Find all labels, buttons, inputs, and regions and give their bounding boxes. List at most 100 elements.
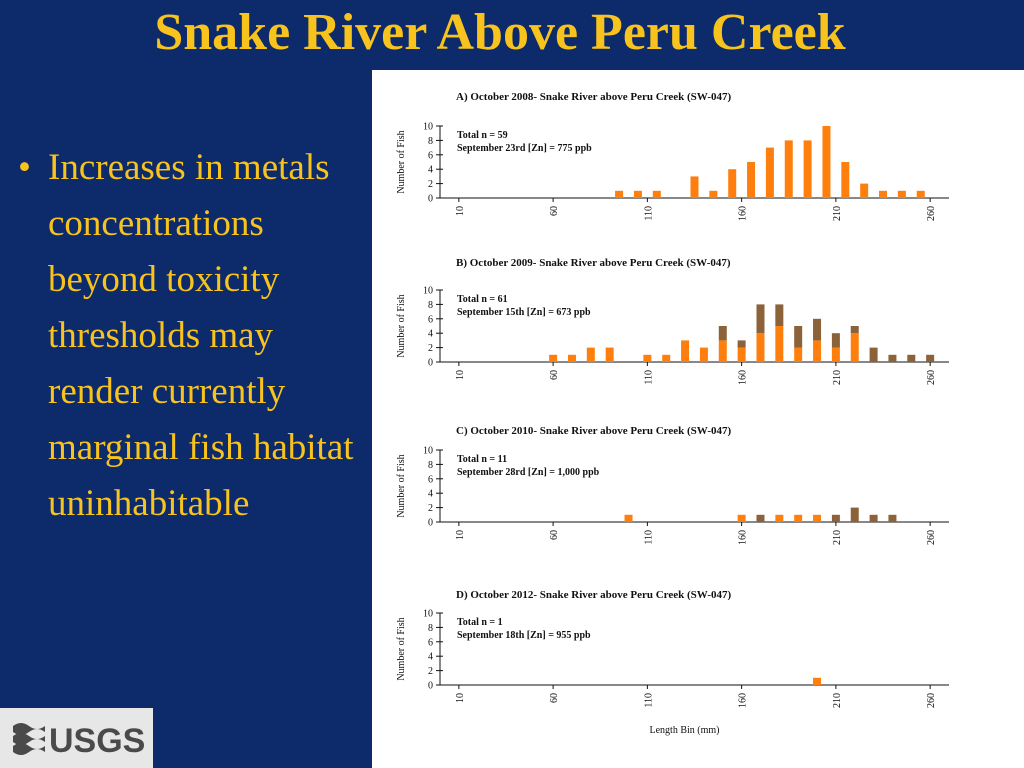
bar-brown: [850, 326, 859, 334]
bar-orange: [747, 162, 756, 198]
chart-annotation: Total n = 11: [457, 454, 507, 465]
slide-title: Snake River Above Peru Creek: [154, 4, 846, 61]
bar-brown: [813, 318, 822, 341]
bar-orange: [813, 340, 822, 362]
bar-orange: [681, 340, 690, 362]
chart-panel-d: D) October 2012- Snake River above Peru …: [396, 589, 949, 736]
bar-brown: [888, 514, 897, 522]
x-tick-label: 160: [738, 530, 749, 545]
x-tick-label: 60: [549, 530, 560, 540]
histogram-figure: A) October 2008- Snake River above Peru …: [396, 91, 949, 736]
bar-orange: [605, 347, 614, 362]
bar-orange: [794, 514, 803, 522]
bar-orange: [737, 347, 746, 362]
y-tick-label: 2: [428, 179, 433, 190]
x-tick-label: 260: [926, 206, 937, 221]
figure-panel: A) October 2008- Snake River above Peru …: [372, 70, 1024, 768]
bar-brown: [756, 304, 765, 334]
bar-orange: [709, 190, 718, 198]
x-tick-label: 10: [455, 530, 466, 540]
bar-orange: [897, 190, 906, 198]
chart-annotation: September 23rd [Zn] = 775 ppb: [457, 143, 592, 154]
y-axis-label: Number of Fish: [396, 617, 407, 680]
bar-brown: [775, 304, 784, 326]
y-axis-label: Number of Fish: [396, 294, 407, 357]
y-tick-label: 4: [428, 165, 433, 176]
bar-orange: [831, 347, 840, 362]
x-tick-label: 160: [738, 370, 749, 385]
bar-orange: [567, 354, 576, 362]
y-tick-label: 6: [428, 474, 433, 485]
x-tick-label: 60: [549, 370, 560, 380]
chart-title: B) October 2009- Snake River above Peru …: [456, 257, 731, 269]
chart-annotation: September 28rd [Zn] = 1,000 ppb: [457, 467, 600, 478]
x-tick-label: 110: [643, 693, 654, 708]
bar-brown: [718, 326, 727, 341]
x-tick-label: 160: [738, 206, 749, 221]
usgs-logo-text: USGS: [49, 722, 145, 760]
bar-orange: [615, 190, 624, 198]
bar-orange: [813, 514, 822, 522]
y-tick-label: 2: [428, 503, 433, 514]
y-tick-label: 8: [428, 623, 433, 634]
y-tick-label: 4: [428, 329, 433, 340]
bar-orange: [624, 514, 633, 522]
bar-brown: [888, 354, 897, 362]
usgs-wave-icon: USGS: [12, 722, 145, 760]
chart-panel-a: A) October 2008- Snake River above Peru …: [396, 91, 949, 221]
chart-panel-b: B) October 2009- Snake River above Peru …: [396, 257, 949, 385]
bar-brown: [869, 347, 878, 362]
y-tick-label: 0: [428, 681, 433, 692]
bar-orange: [633, 190, 642, 198]
y-tick-label: 2: [428, 343, 433, 354]
bar-brown: [926, 354, 935, 362]
y-tick-label: 10: [423, 446, 433, 457]
chart-title: C) October 2010- Snake River above Peru …: [456, 425, 732, 437]
x-tick-label: 110: [643, 530, 654, 545]
bar-orange: [850, 333, 859, 362]
chart-title: D) October 2012- Snake River above Peru …: [456, 589, 732, 601]
bar-orange: [916, 190, 925, 198]
x-tick-label: 160: [738, 693, 749, 708]
bar-brown: [737, 340, 746, 348]
y-tick-label: 10: [423, 286, 433, 297]
bar-orange: [813, 677, 822, 685]
x-tick-label: 210: [832, 693, 843, 708]
x-tick-label: 260: [926, 370, 937, 385]
bar-orange: [662, 354, 671, 362]
bar-orange: [879, 190, 888, 198]
x-tick-label: 10: [455, 370, 466, 380]
y-tick-label: 10: [423, 122, 433, 133]
bar-orange: [794, 347, 803, 362]
x-tick-label: 60: [549, 206, 560, 216]
x-tick-label: 210: [832, 370, 843, 385]
bar-brown: [831, 333, 840, 348]
bar-orange: [586, 347, 595, 362]
bar-orange: [841, 162, 850, 198]
chart-panel-c: C) October 2010- Snake River above Peru …: [396, 425, 949, 545]
y-tick-label: 6: [428, 637, 433, 648]
x-tick-label: 10: [455, 693, 466, 703]
x-tick-label: 260: [926, 530, 937, 545]
chart-annotation: Total n = 1: [457, 617, 503, 628]
bullet-item: • Increases in metals concentrations bey…: [18, 140, 363, 532]
y-tick-label: 6: [428, 150, 433, 161]
y-tick-label: 8: [428, 300, 433, 311]
bar-orange: [718, 340, 727, 362]
bar-orange: [784, 140, 793, 198]
x-tick-label: 210: [832, 530, 843, 545]
bar-brown: [756, 514, 765, 522]
bar-brown: [907, 354, 916, 362]
bar-orange: [775, 326, 784, 362]
x-tick-label: 110: [643, 370, 654, 385]
bullet-symbol: •: [18, 147, 31, 188]
x-tick-label: 210: [832, 206, 843, 221]
bar-orange: [728, 169, 737, 198]
bar-orange: [803, 140, 812, 198]
bullet-text: Increases in metals concentrations beyon…: [48, 147, 354, 524]
chart-title: A) October 2008- Snake River above Peru …: [456, 91, 732, 103]
bar-orange: [756, 333, 765, 362]
bar-orange: [775, 514, 784, 522]
y-axis-label: Number of Fish: [396, 130, 407, 193]
x-tick-label: 60: [549, 693, 560, 703]
